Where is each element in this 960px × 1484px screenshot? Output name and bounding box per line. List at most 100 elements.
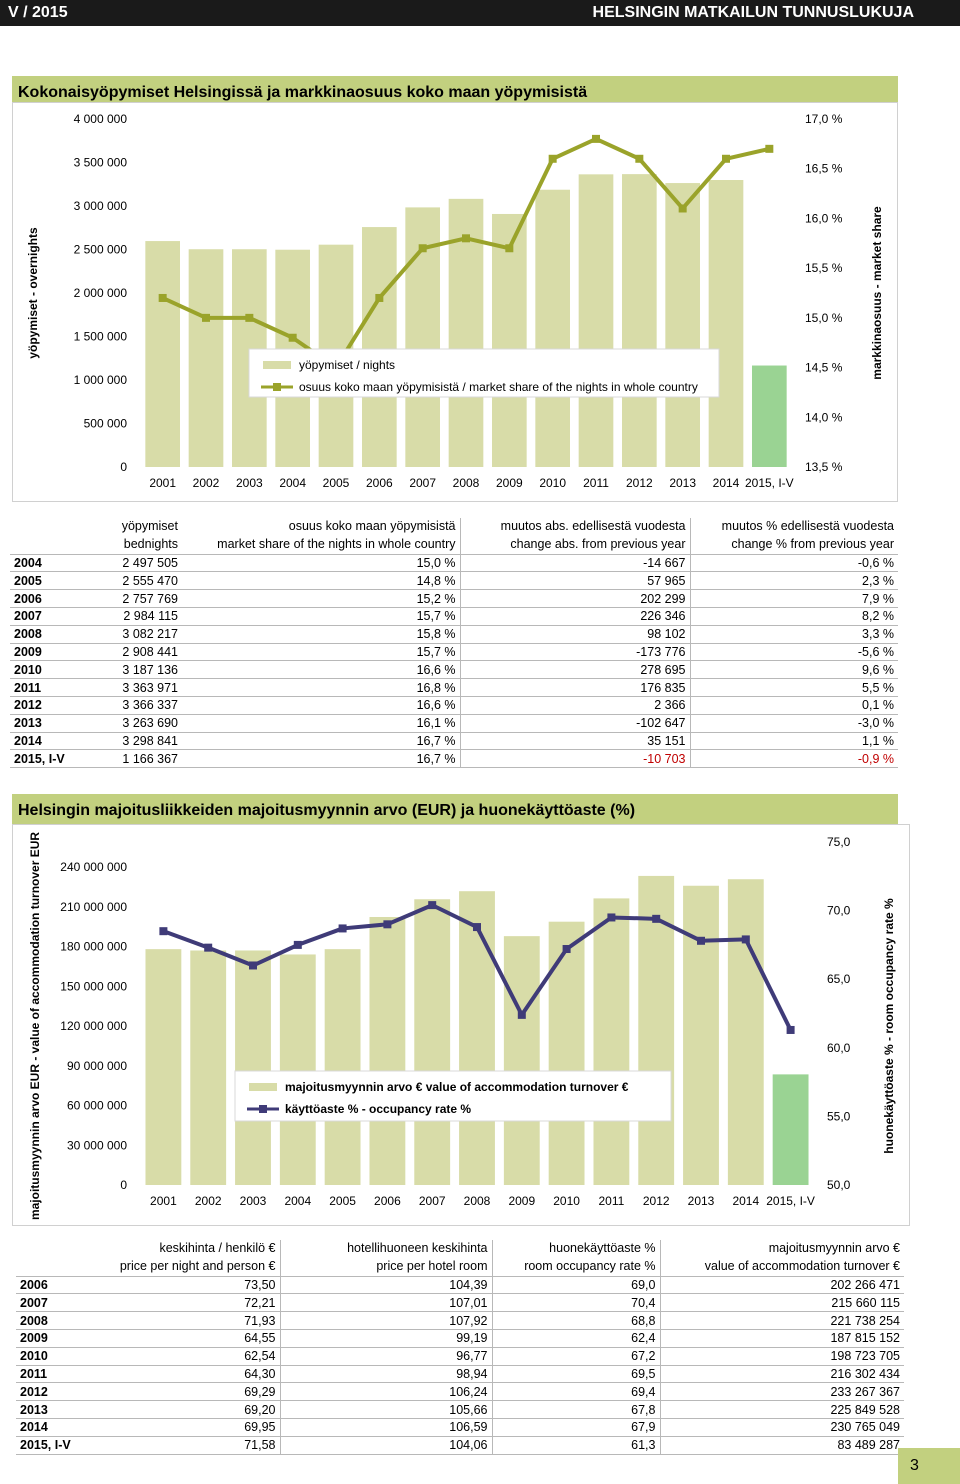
nights-table-cell: 15,8 % xyxy=(182,624,460,644)
nights-table-column-header: yöpymiset xyxy=(121,519,178,534)
c2-ytick-right: 70,0 xyxy=(827,904,851,918)
nights-table-row: 2010 3 187 136 16,6 % 278 695 9,6 % xyxy=(10,660,898,679)
c1-ytick-right: 16,0 % xyxy=(805,211,843,225)
turnover-table-cell: 187 815 152 xyxy=(659,1328,904,1348)
turnover-table-row: 2015, I-V 71,58 104,06 61,3 83 489 287 xyxy=(16,1435,904,1455)
nights-table-cell: 35 151 xyxy=(459,731,690,750)
turnover-table-cell: 69,4 xyxy=(491,1382,660,1401)
nights-table-cell: 14,8 % xyxy=(182,571,460,590)
turnover-table-row-label: 2010 xyxy=(16,1346,90,1366)
nights-table-cell: 1 166 367 xyxy=(88,749,182,769)
nights-table-cell: 16,6 % xyxy=(182,695,460,715)
section2-title: Helsingin majoitusliikkeiden majoitusmyy… xyxy=(12,794,898,824)
turnover-table-row-label: 2013 xyxy=(16,1400,90,1419)
c1-xtick: 2001 xyxy=(149,476,176,490)
turnover-table-row-label: 2014 xyxy=(16,1417,90,1437)
c1-ytick: 3 500 000 xyxy=(74,156,128,170)
c2-line-point xyxy=(428,901,437,910)
nights-table-row: 2004 2 497 505 15,0 % -14 667 -0,6 % xyxy=(10,553,898,572)
nights-table-cell: 16,7 % xyxy=(182,731,460,750)
nights-table-row-label: 2014 xyxy=(10,731,88,750)
nights-table-cell: 15,2 % xyxy=(182,589,460,608)
c2-ylabel: majoitusmyynnin arvo EUR - value of acco… xyxy=(28,832,42,1220)
turnover-table-column-header: huonekäyttöaste % xyxy=(491,1240,660,1258)
turnover-table-cell: 215 660 115 xyxy=(659,1293,904,1312)
c2-ytick: 90 000 000 xyxy=(67,1059,127,1073)
issue-label: V / 2015 xyxy=(8,4,68,21)
c2-bar xyxy=(593,898,630,1185)
nights-table-cell: -0,6 % xyxy=(689,553,898,572)
nights-table-cell: 7,9 % xyxy=(689,589,898,608)
turnover-table-cell: 67,8 xyxy=(491,1400,660,1419)
c2-bar xyxy=(459,891,495,1185)
c1-line-point xyxy=(722,154,730,163)
c1-bar xyxy=(708,180,744,467)
nights-table-row: 2011 3 363 971 16,8 % 176 835 5,5 % xyxy=(10,678,898,697)
c1-legend-label: yöpymiset / nights xyxy=(299,358,395,372)
c1-line-point xyxy=(462,234,470,243)
nights-table-cell: 15,7 % xyxy=(182,606,460,626)
c2-xtick: 2002 xyxy=(195,1194,222,1208)
turnover-table-column-header: price per hotel room xyxy=(279,1257,492,1277)
c2-bar xyxy=(324,949,361,1185)
c2-line-point xyxy=(249,961,257,970)
nights-table-cell: 2 984 115 xyxy=(88,606,182,626)
c2-ytick: 0 xyxy=(120,1178,127,1192)
nights-table-row: 2009 2 908 441 15,7 % -173 776 -5,6 % xyxy=(10,642,898,661)
turnover-table-header-corner xyxy=(16,1258,90,1276)
c1-line-point xyxy=(158,293,167,302)
c2-bar xyxy=(683,885,719,1185)
c1-line-point xyxy=(202,313,210,322)
turnover-table-header-corner xyxy=(16,1240,90,1258)
nights-table-header-corner xyxy=(10,518,88,536)
c2-line-point xyxy=(652,914,661,923)
nights-table-cell: 3 363 971 xyxy=(88,678,182,697)
nights-table-cell: 5,5 % xyxy=(689,678,898,697)
nights-table-cell: -10 703 xyxy=(459,749,690,769)
nights-table-row-label: 2015, I-V xyxy=(10,749,88,769)
turnover-table-row: 2011 64,30 98,94 69,5 216 302 434 xyxy=(16,1364,904,1383)
nights-table-row: 2014 3 298 841 16,7 % 35 151 1,1 % xyxy=(10,731,898,750)
c1-line-point xyxy=(245,313,254,322)
nights-table-cell: 8,2 % xyxy=(689,606,898,626)
c1-xtick: 2005 xyxy=(323,476,350,490)
turnover-table-cell: 64,55 xyxy=(90,1328,280,1348)
nights-table-cell: 2 908 441 xyxy=(88,642,182,661)
c2-bar xyxy=(369,916,406,1185)
c1-xtick: 2008 xyxy=(453,476,480,490)
nights-table-cell: -5,6 % xyxy=(689,642,898,661)
c2-line-point xyxy=(562,945,571,954)
turnover-table-cell: 98,94 xyxy=(279,1364,492,1383)
nights-table-column-header: change abs. from previous year xyxy=(459,535,690,555)
nights-table-cell: 176 835 xyxy=(459,678,690,697)
c2-bar xyxy=(638,875,675,1185)
c2-xtick: 2014 xyxy=(732,1194,759,1208)
turnover-table-cell: 67,2 xyxy=(491,1346,660,1366)
c1-bar xyxy=(188,249,224,467)
nights-table-cell: 16,8 % xyxy=(182,678,460,697)
turnover-table-cell: 73,50 xyxy=(90,1275,280,1294)
nights-table-cell: -3,0 % xyxy=(689,713,898,733)
nights-table-row-label: 2007 xyxy=(10,606,88,626)
c2-ytick: 150 000 000 xyxy=(60,979,127,993)
turnover-chart: 0 30 000 000 60 000 000 90 000 000 120 000 0… xyxy=(12,824,910,1226)
nights-table-row: 2008 3 082 217 15,8 % 98 102 3,3 % xyxy=(10,624,898,644)
c2-ytick-right: 65,0 xyxy=(827,972,851,986)
c2-bar xyxy=(145,949,182,1185)
c2-legend-marker xyxy=(259,1105,267,1113)
nights-table-cell: 2 366 xyxy=(459,695,690,715)
nights-table-cell: 2 497 505 xyxy=(88,553,182,572)
nights-table-cell: 16,7 % xyxy=(182,749,460,769)
nights-table-row: 2006 2 757 769 15,2 % 202 299 7,9 % xyxy=(10,589,898,608)
c1-ytick: 2 000 000 xyxy=(74,286,128,300)
c1-bar xyxy=(362,227,397,467)
c1-legend-label: osuus koko maan yöpymisistä / market sha… xyxy=(299,380,698,394)
c2-xtick: 2010 xyxy=(553,1194,580,1208)
nights-table-cell: 0,1 % xyxy=(689,695,898,715)
c1-ytick-right: 17,0 % xyxy=(805,112,843,126)
turnover-table-cell: 106,59 xyxy=(279,1417,492,1437)
nights-table-cell: 202 299 xyxy=(459,589,690,608)
nights-table-cell: 3 263 690 xyxy=(88,713,182,733)
nights-table-row-label: 2012 xyxy=(10,695,88,715)
nights-table-cell: 3 366 337 xyxy=(88,695,182,715)
